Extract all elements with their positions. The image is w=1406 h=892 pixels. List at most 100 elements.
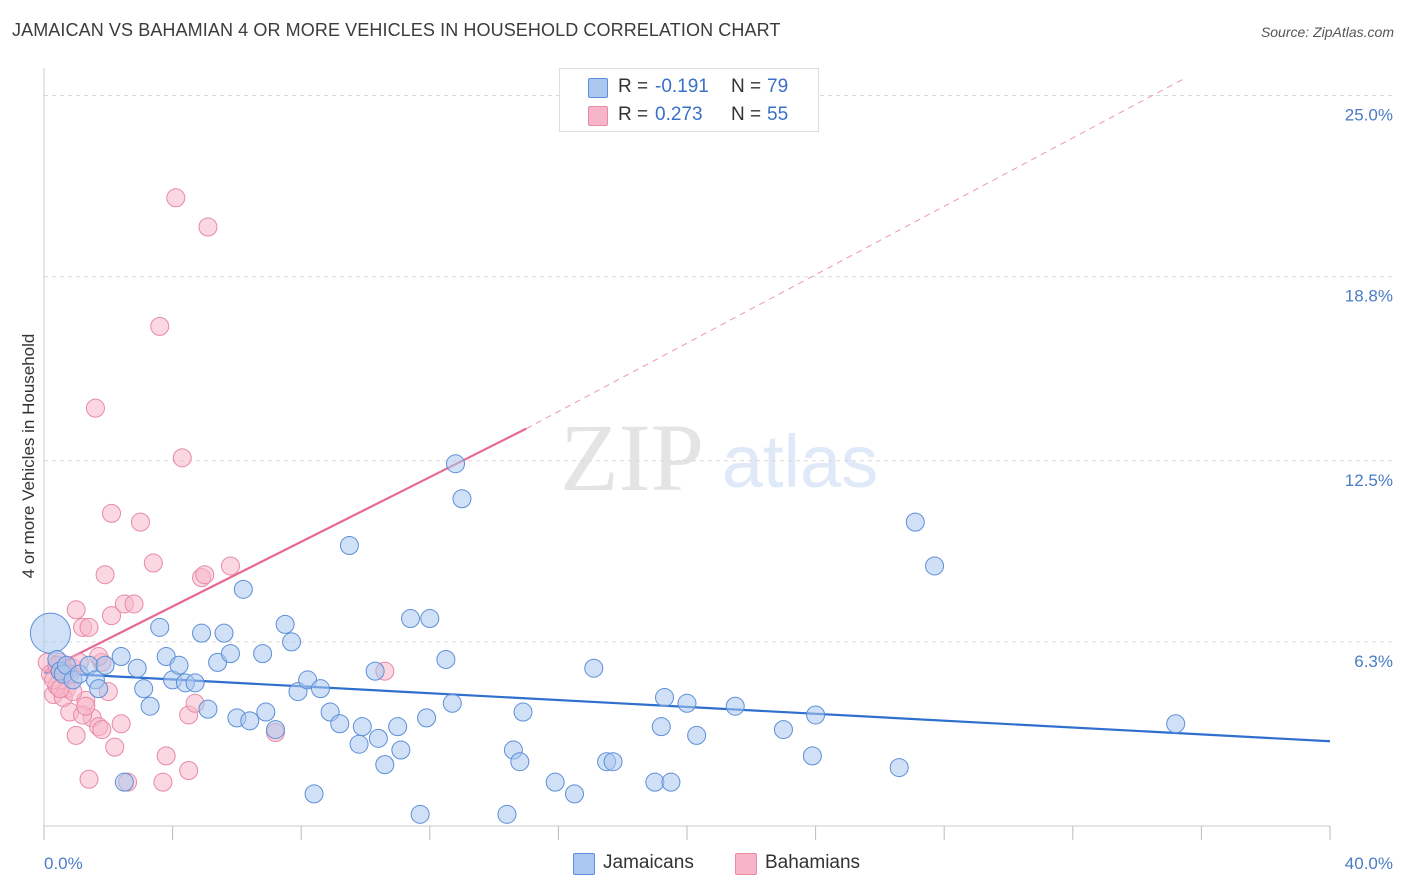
bahamian-point bbox=[166, 188, 186, 208]
jamaican-point bbox=[806, 705, 826, 725]
jamaican-point bbox=[256, 702, 276, 722]
series-legend-jamaicans[interactable]: Jamaicans bbox=[573, 852, 713, 876]
jamaican-point bbox=[802, 746, 822, 766]
bahamian-point bbox=[150, 316, 170, 336]
source-label: Source: ZipAtlas.com bbox=[1260, 24, 1394, 40]
jamaican-point bbox=[388, 717, 408, 737]
watermark-atlas: atlas bbox=[722, 420, 878, 503]
jamaican-point bbox=[214, 623, 234, 643]
bahamian-point bbox=[102, 606, 122, 626]
bahamian-point bbox=[95, 565, 115, 585]
jamaican-point bbox=[114, 772, 134, 792]
jamaican-point bbox=[375, 755, 395, 775]
jamaican-point bbox=[240, 711, 260, 731]
jamaican-point bbox=[233, 579, 253, 599]
n-label: N = bbox=[731, 104, 762, 125]
jamaicans-legend-swatch bbox=[573, 853, 595, 875]
jamaican-point bbox=[330, 714, 350, 734]
jamaican-point bbox=[584, 658, 604, 678]
bahamians-r-value: 0.273 bbox=[655, 104, 703, 125]
bahamian-point bbox=[156, 746, 176, 766]
bahamian-point bbox=[102, 503, 122, 523]
jamaican-point bbox=[169, 655, 189, 675]
jamaican-point bbox=[513, 702, 533, 722]
y-tick-label: 12.5% bbox=[1345, 471, 1393, 490]
bahamian-point bbox=[179, 760, 199, 780]
x-tick-label-min: 0.0% bbox=[44, 854, 83, 873]
bahamians-legend-label: Bahamians bbox=[765, 852, 861, 873]
bahamian-point bbox=[198, 217, 218, 237]
jamaican-point bbox=[95, 655, 115, 675]
grid-lines bbox=[44, 95, 1394, 643]
chart-title: JAMAICAN VS BAHAMIAN 4 OR MORE VEHICLES … bbox=[12, 20, 781, 40]
r-label: R = bbox=[618, 76, 649, 97]
jamaican-point bbox=[564, 784, 584, 804]
jamaican-point bbox=[905, 512, 925, 532]
jamaican-point bbox=[446, 454, 466, 474]
bahamians-trend-extension bbox=[526, 77, 1186, 430]
jamaican-point bbox=[339, 536, 359, 555]
jamaican-point bbox=[150, 617, 170, 637]
jamaican-point bbox=[417, 708, 437, 728]
jamaican-point bbox=[185, 673, 205, 693]
jamaican-point bbox=[29, 612, 71, 654]
bahamian-point bbox=[76, 696, 96, 716]
jamaican-point bbox=[651, 717, 671, 737]
x-tick-label-max: 40.0% bbox=[1345, 854, 1393, 873]
jamaican-point bbox=[391, 740, 411, 760]
correlation-legend: R = -0.191 N = 79 R = 0.273 N = 55 bbox=[559, 68, 819, 132]
bahamian-point bbox=[130, 512, 150, 532]
jamaican-point bbox=[452, 489, 472, 509]
jamaican-point bbox=[925, 556, 945, 576]
bahamian-point bbox=[79, 769, 99, 789]
jamaican-point bbox=[1166, 714, 1186, 734]
jamaican-point bbox=[545, 772, 565, 792]
jamaican-point bbox=[436, 649, 456, 669]
jamaican-point bbox=[352, 717, 372, 737]
bahamian-point bbox=[66, 600, 86, 620]
jamaican-point bbox=[401, 609, 421, 629]
bahamian-point bbox=[143, 553, 163, 573]
jamaican-point bbox=[654, 687, 674, 707]
jamaican-point bbox=[198, 699, 218, 719]
bahamians-swatch bbox=[588, 106, 608, 126]
jamaican-point bbox=[349, 734, 369, 754]
jamaican-point bbox=[510, 752, 530, 772]
axes bbox=[43, 68, 1331, 840]
series-legend-bahamians[interactable]: Bahamians bbox=[735, 852, 875, 876]
jamaican-point bbox=[677, 693, 697, 713]
bahamian-point bbox=[220, 556, 240, 576]
jamaican-point bbox=[127, 658, 147, 678]
y-tick-label: 18.8% bbox=[1345, 287, 1393, 306]
jamaican-point bbox=[220, 644, 240, 664]
jamaican-point bbox=[253, 644, 273, 664]
jamaican-point bbox=[282, 632, 302, 652]
jamaican-point bbox=[773, 720, 793, 740]
bahamians-trend-line bbox=[43, 427, 527, 673]
jamaican-point bbox=[420, 609, 440, 629]
bahamians-legend-swatch bbox=[735, 853, 757, 875]
jamaicans-r-value: -0.191 bbox=[655, 76, 709, 97]
jamaican-point bbox=[645, 772, 665, 792]
r-label: R = bbox=[618, 104, 649, 125]
y-tick-label: 25.0% bbox=[1345, 106, 1393, 125]
bahamian-point bbox=[172, 448, 192, 468]
bahamian-point bbox=[92, 720, 112, 740]
jamaican-point bbox=[304, 784, 324, 804]
jamaican-point bbox=[889, 758, 909, 778]
bahamians-n-value: 55 bbox=[767, 104, 789, 125]
watermark-zip: ZIP bbox=[560, 404, 704, 511]
jamaican-point bbox=[725, 696, 745, 716]
data-points bbox=[29, 188, 1186, 824]
jamaican-point bbox=[111, 647, 131, 667]
y-axis-label: 4 or more Vehicles in Household bbox=[19, 334, 38, 579]
bahamian-point bbox=[85, 398, 105, 418]
jamaican-point bbox=[603, 752, 623, 772]
jamaican-point bbox=[275, 614, 295, 634]
jamaican-point bbox=[687, 725, 707, 745]
bahamian-point bbox=[79, 617, 99, 637]
bahamian-point bbox=[105, 737, 125, 757]
bahamian-point bbox=[124, 594, 144, 614]
jamaican-point bbox=[140, 696, 160, 716]
